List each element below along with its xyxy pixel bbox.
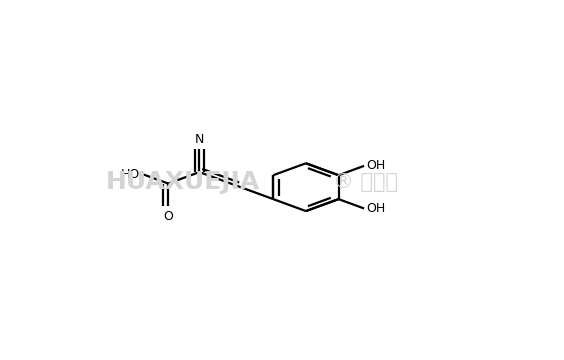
Text: ® 化学加: ® 化学加: [333, 172, 398, 192]
Text: O: O: [163, 210, 173, 223]
Text: OH: OH: [366, 159, 386, 172]
Text: OH: OH: [366, 202, 386, 215]
Text: HO: HO: [121, 168, 140, 181]
Text: N: N: [195, 134, 204, 147]
Text: HUAXUEJIA: HUAXUEJIA: [105, 170, 259, 194]
